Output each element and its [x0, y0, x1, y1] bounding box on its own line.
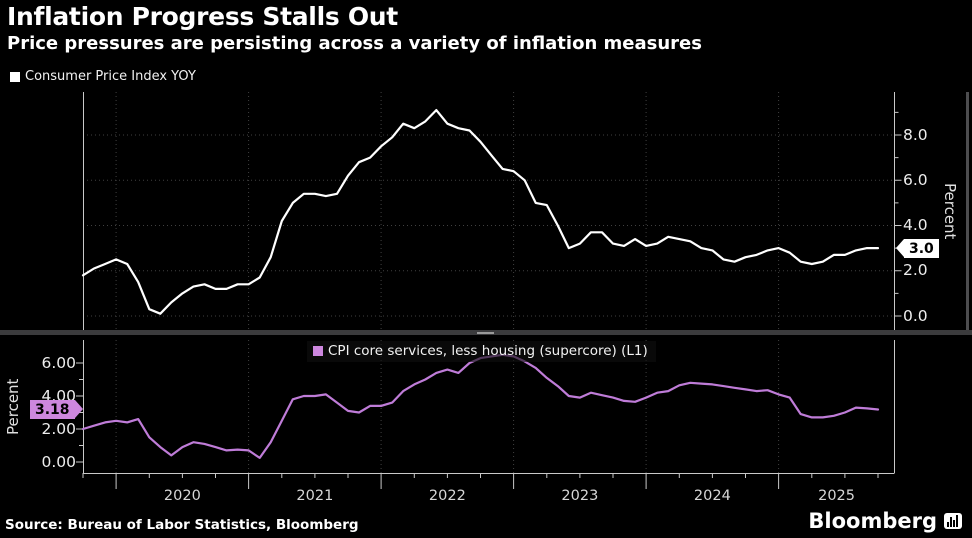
legend-cpi-swatch-icon	[10, 71, 20, 82]
bloomberg-terminal-bars-icon	[944, 513, 962, 529]
x-tick-year-label: 2020	[163, 488, 201, 504]
bloomberg-logo: Bloomberg	[808, 509, 962, 533]
y-tick-label: 0.0	[903, 306, 928, 325]
x-tick-year-label: 2025	[818, 488, 856, 504]
right-edge-scroll-strip	[966, 92, 969, 330]
source-note: Source: Bureau of Labor Statistics, Bloo…	[5, 517, 359, 533]
panel-splitter	[0, 330, 972, 335]
legend-supercore: CPI core services, less housing (superco…	[307, 341, 656, 362]
x-tick-year-label: 2023	[561, 488, 599, 504]
cpi-last-value-badge: 3.0	[896, 239, 939, 258]
legend-supercore-swatch-icon	[313, 346, 323, 356]
y-tick-label: 8.0	[903, 125, 928, 144]
panel-splitter-handle[interactable]	[477, 331, 494, 334]
y-tick-label: 0.00	[41, 452, 76, 471]
y-tick-label: 2.00	[41, 419, 76, 438]
supercore-last-value-badge: 3.18	[30, 400, 83, 419]
y-tick-label: 6.00	[41, 353, 76, 372]
y-tick-label: 6.0	[903, 170, 928, 189]
page-title: Inflation Progress Stalls Out	[7, 2, 398, 31]
y-tick-label: 4.0	[903, 216, 928, 234]
badge-arrow-right-icon	[74, 400, 83, 418]
x-tick-year-label: 2022	[428, 488, 466, 504]
y-tick-label: 2.0	[903, 261, 928, 280]
legend-supercore-label: CPI core services, less housing (superco…	[328, 343, 648, 359]
bloomberg-wordmark: Bloomberg	[808, 509, 937, 533]
top-panel-axis-title: Percent	[941, 182, 959, 240]
legend-cpi: Consumer Price Index YOY	[10, 69, 196, 84]
badge-arrow-left-icon	[896, 239, 904, 257]
x-tick-year-label: 2024	[693, 488, 731, 504]
page-subtitle: Price pressures are persisting across a …	[7, 33, 702, 54]
bottom-panel-axis-title: Percent	[4, 378, 22, 435]
legend-cpi-label: Consumer Price Index YOY	[25, 69, 196, 84]
x-tick-year-label: 2021	[296, 488, 334, 504]
